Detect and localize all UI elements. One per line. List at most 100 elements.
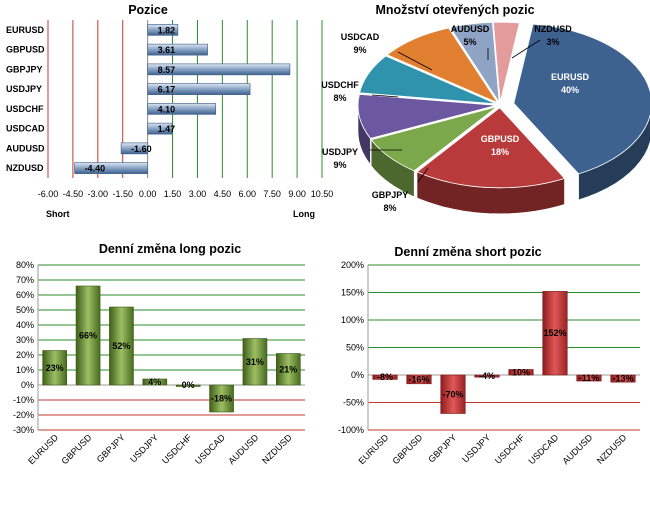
pie-slice	[370, 106, 498, 172]
bar	[120, 142, 148, 155]
long-change-chart: Denní změna long pozic -30% -20% -10% 0% 10%…	[13, 242, 305, 466]
x-tick-label: -6.00	[38, 189, 59, 199]
category-label: AUDUSD	[226, 432, 260, 466]
bar	[372, 374, 398, 380]
bar	[42, 350, 68, 386]
slice-percent-label: 40%	[561, 85, 579, 95]
data-label: -70%	[442, 389, 463, 399]
data-label: 10%	[512, 367, 530, 377]
bar	[542, 291, 568, 376]
data-label: -4%	[479, 371, 495, 381]
y-tick-label: -50%	[343, 398, 364, 408]
category-label: USDCAD	[6, 124, 45, 134]
category-label: GBPJPY	[95, 432, 127, 464]
bar	[474, 374, 500, 378]
chart-title: Denní změna long pozic	[99, 242, 241, 256]
y-tick-label: 40%	[16, 320, 34, 330]
data-label: 31%	[246, 357, 264, 367]
x-tick-label: 4.50	[214, 189, 232, 199]
bar	[109, 306, 134, 386]
bar	[75, 285, 101, 386]
bar	[147, 63, 291, 76]
leader-line	[417, 167, 429, 183]
slice-percent-label: 9%	[333, 160, 346, 170]
category-label: NZDUSD	[6, 163, 44, 173]
bar	[147, 103, 217, 115]
slice-label: EURUSD	[551, 72, 590, 82]
leader-line	[511, 39, 541, 59]
data-label: 6.17	[158, 85, 176, 95]
y-tick-label: -30%	[13, 425, 34, 435]
chart-title: Množství otevřených pozic	[375, 3, 534, 17]
category-label: EURUSD	[26, 432, 60, 466]
slice-label: AUDUSD	[451, 24, 490, 34]
slice-label: GBPUSD	[481, 134, 520, 144]
x-tick-label: 10.50	[311, 189, 334, 199]
leader-line	[371, 94, 399, 98]
data-label: 66%	[79, 331, 97, 341]
category-label: USDCHF	[160, 432, 194, 466]
chart-title: Denní změna short pozic	[394, 245, 541, 259]
bar	[147, 24, 179, 36]
x-tick-label: -1.50	[112, 189, 133, 199]
slice-percent-label: 8%	[333, 93, 346, 103]
x-tick-label: 3.00	[189, 189, 207, 199]
y-tick-label: 30%	[16, 335, 34, 345]
data-label: 1.82	[158, 25, 176, 35]
bar	[147, 122, 173, 135]
leader-line	[397, 51, 433, 71]
category-label: GBPJPY	[6, 64, 43, 74]
bar	[175, 384, 201, 387]
category-label: USDCHF	[6, 104, 44, 114]
y-tick-label: 60%	[16, 290, 34, 300]
category-label: NZDUSD	[260, 432, 294, 466]
bar	[74, 162, 148, 174]
category-label: GBPUSD	[390, 432, 424, 466]
x-tick-label: 9.00	[288, 189, 306, 199]
y-tick-label: 20%	[16, 350, 34, 360]
y-tick-label: 50%	[346, 343, 364, 353]
bar	[275, 353, 301, 386]
pie-slice	[416, 107, 566, 189]
category-label: AUDUSD	[560, 432, 594, 466]
y-tick-label: 70%	[16, 275, 34, 285]
data-label: 152%	[543, 328, 566, 338]
category-label: USDJPY	[460, 432, 492, 464]
data-label: -13%	[612, 374, 633, 384]
category-label: USDJPY	[6, 84, 42, 94]
y-tick-label: 100%	[341, 315, 364, 325]
x-tick-label: -4.50	[63, 189, 84, 199]
category-label: USDJPY	[128, 432, 160, 464]
open-positions-pie-chart: Množství otevřených pozic EURUSD 40% GBPUS…	[321, 3, 650, 215]
category-label: USDCAD	[193, 432, 227, 466]
category-label: AUDUSD	[6, 143, 45, 153]
bar	[576, 374, 602, 382]
y-tick-label: 200%	[341, 260, 364, 270]
x-axis-label-short: Short	[46, 209, 70, 219]
bar	[147, 83, 251, 95]
bar	[440, 374, 466, 414]
x-tick-label: 0.00	[139, 189, 157, 199]
slice-percent-label: 5%	[463, 37, 476, 47]
y-tick-label: 50%	[16, 305, 34, 315]
slice-percent-label: 9%	[353, 45, 366, 55]
y-tick-label: 0%	[351, 370, 364, 380]
slice-percent-label: 18%	[491, 147, 509, 157]
pie-slice	[492, 21, 520, 103]
category-label: GBPJPY	[426, 432, 458, 464]
y-tick-label: 150%	[341, 288, 364, 298]
y-tick-label: 80%	[16, 260, 34, 270]
short-change-chart: Denní změna short pozic -100% -50% 0% 50% 10…	[338, 245, 640, 466]
category-label: USDCHF	[493, 432, 527, 466]
pie-slice	[386, 27, 499, 104]
bar	[142, 378, 168, 386]
bar	[610, 374, 636, 383]
category-label: USDCAD	[526, 432, 560, 466]
y-tick-label: 10%	[16, 365, 34, 375]
slice-label: USDJPY	[322, 147, 358, 157]
category-label: NZDUSD	[595, 432, 629, 466]
slice-label: USDCAD	[341, 32, 380, 42]
y-tick-label: -100%	[338, 425, 364, 435]
data-label: -8%	[377, 372, 393, 382]
y-tick-label: -20%	[13, 410, 34, 420]
